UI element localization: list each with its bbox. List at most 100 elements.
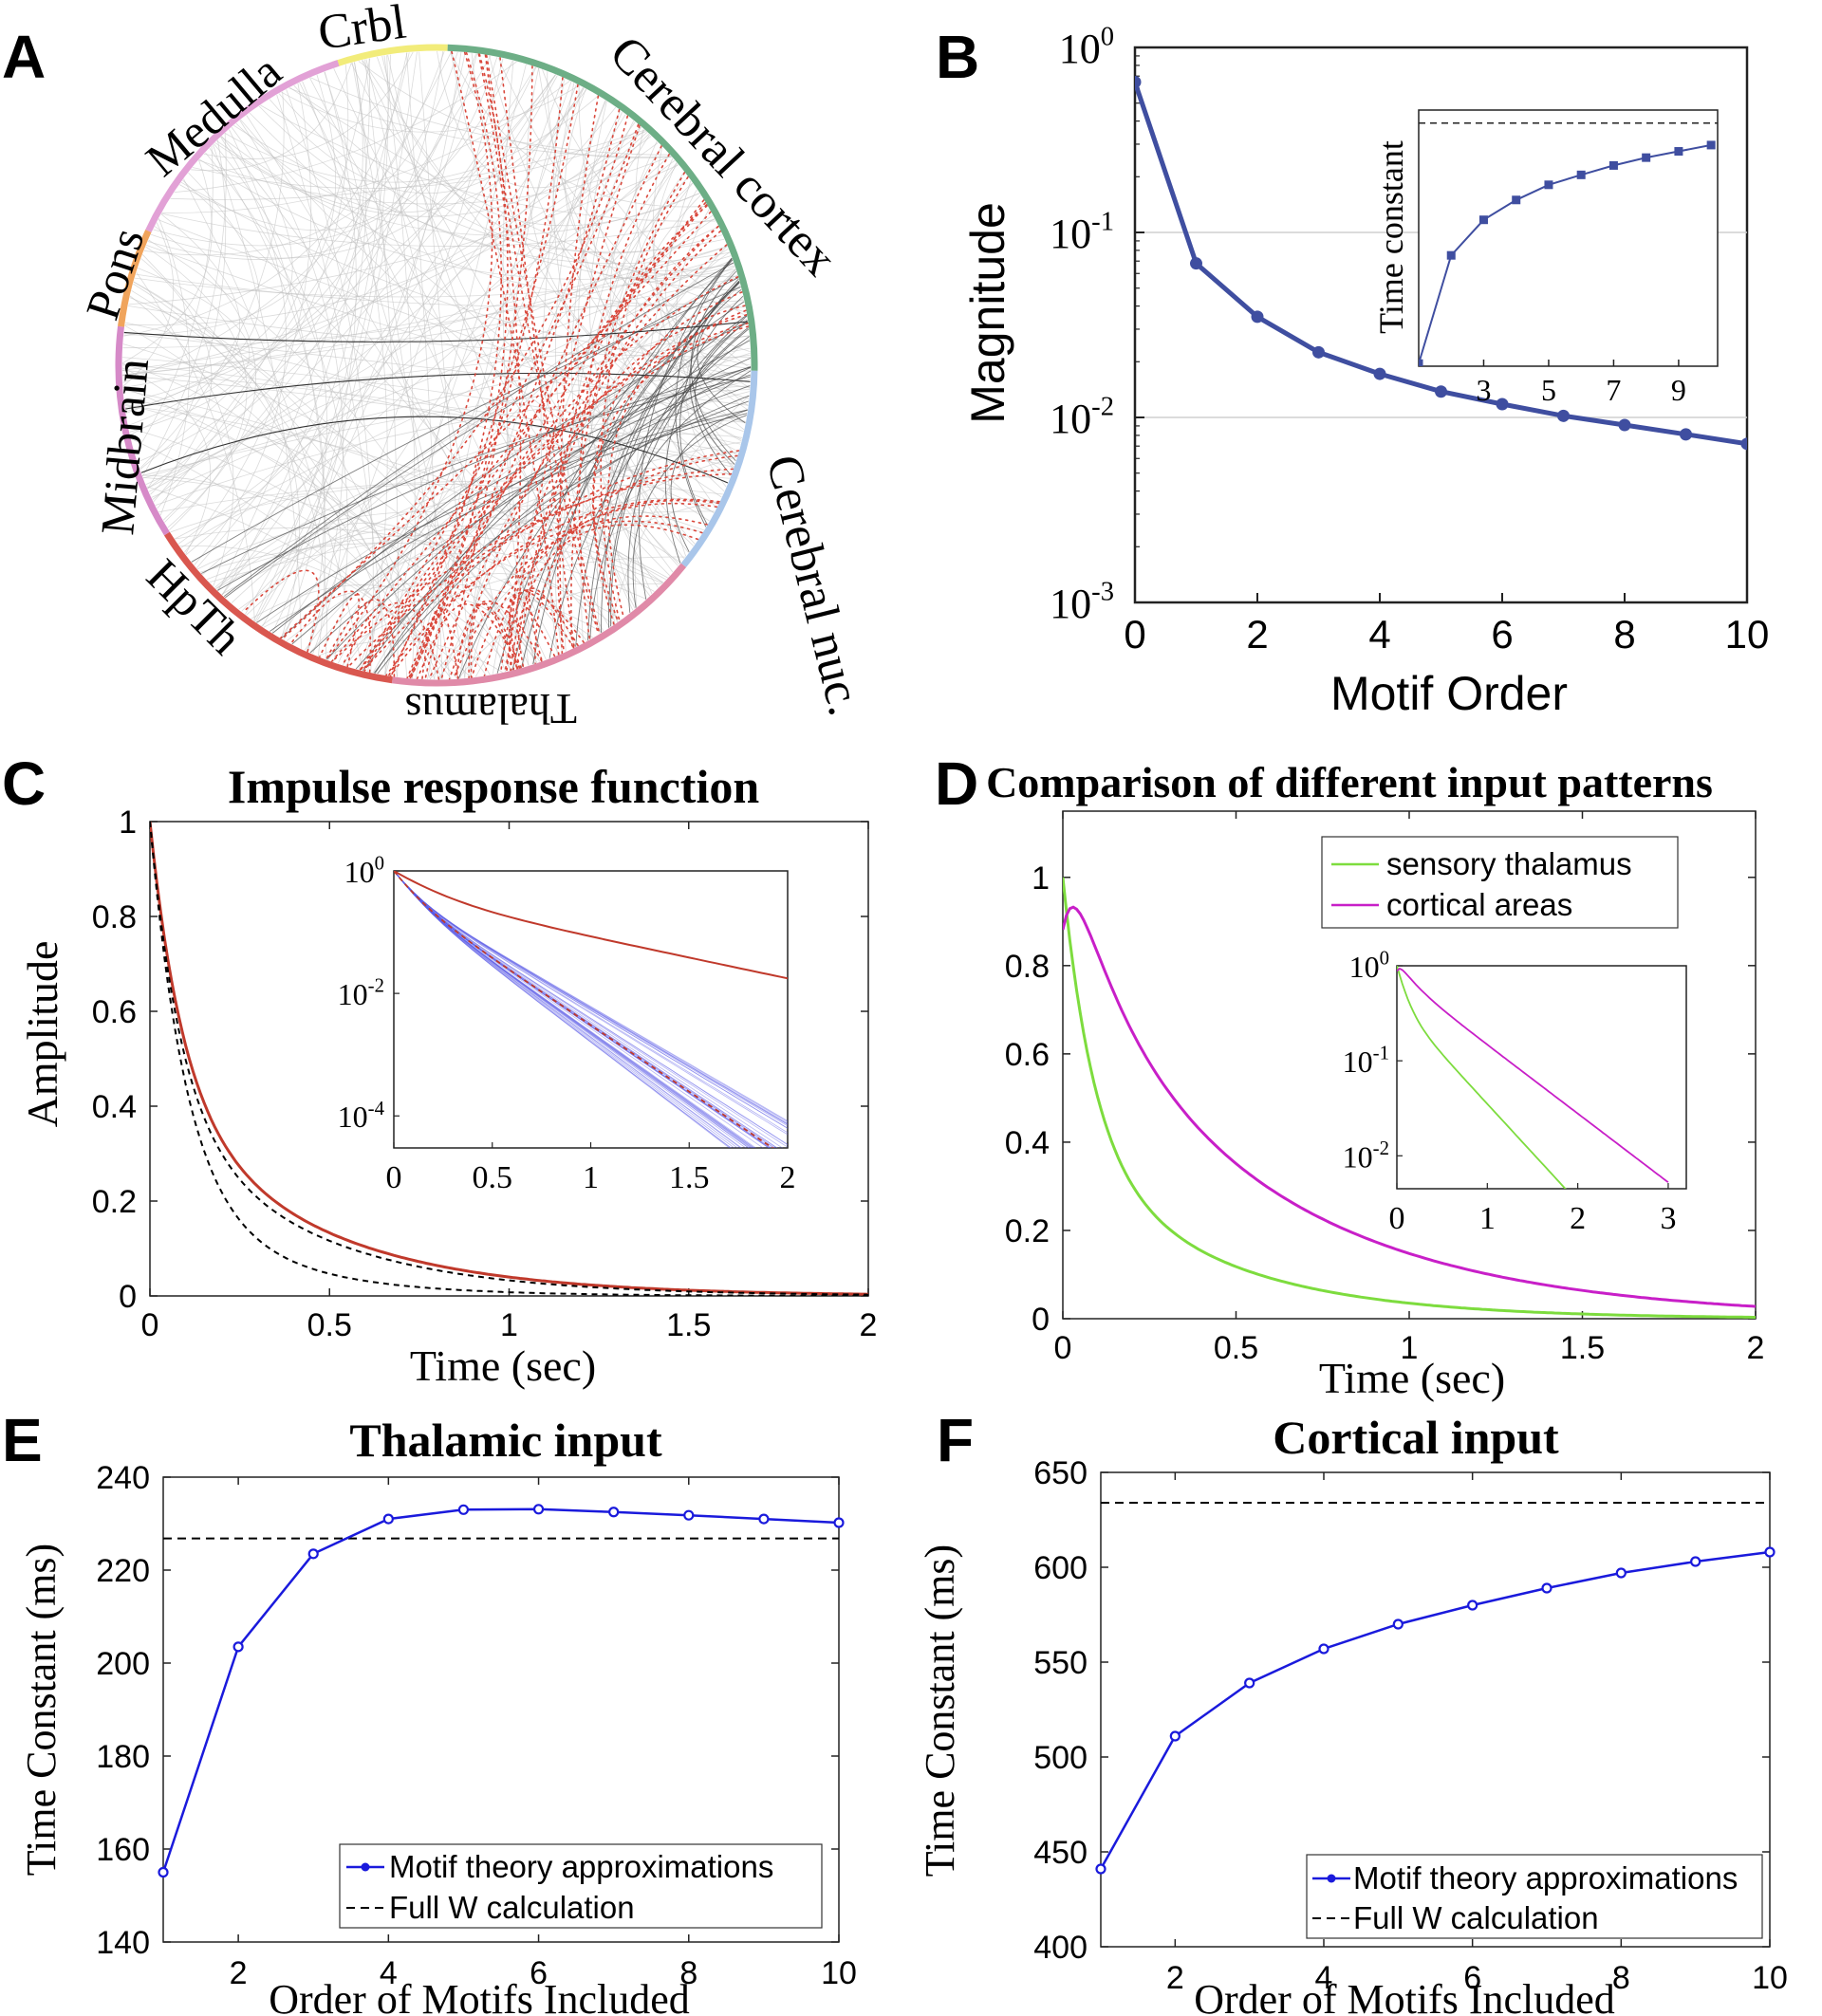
panel-c: C Impulse response function 0 0.5 1 1.5 2 0 0.… [2,749,877,1390]
highlighted-edge [331,472,733,662]
axis-ticks: 2 4 6 8 10 140 160 180 200 220 240 [96,1460,857,1991]
data-point [1190,257,1202,270]
inset-ticks: 0 0.5 1 1.5 2 100 10-2 10-4 [338,853,796,1195]
inset-x-tick-label: 0 [386,1160,402,1195]
background-edge [299,82,577,647]
background-edge [552,87,734,280]
background-edge [262,71,357,627]
background-edge [547,71,751,353]
background-edge [122,389,655,592]
y-axis-label: Amplitude [18,941,66,1128]
background-edge [129,295,234,586]
inset-bundle-line [394,871,788,1125]
y-tick-label: 500 [1033,1740,1088,1776]
series-sensory-thalamus [1063,877,1756,1319]
background-edge [162,74,556,521]
x-tick-label: 0 [1054,1330,1072,1366]
motif-point [1467,1600,1478,1611]
panel-f: F Cortical input 2 4 6 8 10 400 450 500 550 600 65… [917,1406,1788,2016]
data-point [1135,75,1142,88]
y-tick-label: 650 [1033,1455,1088,1491]
dark-edge [200,376,751,574]
highlighted-edge [485,54,601,635]
background-edge [306,58,504,652]
inset-data-point [1544,180,1553,190]
region-arc-medulla [145,60,340,232]
background-edge [121,369,738,454]
y-tick-label: 0.8 [1005,949,1050,985]
dark-edge [225,277,739,599]
inset-x-tick-label: 2 [1570,1201,1586,1236]
dark-edge [610,326,749,627]
dark-edge [695,322,749,465]
inset-bundle-line [394,871,731,1148]
background-edge [258,105,730,265]
inset-ticks: 0 1 2 3 100 10-1 10-2 [1343,948,1677,1236]
highlighted-edge [448,225,719,680]
x-tick-label: 2 [860,1307,878,1343]
inset-bundle-line [394,871,770,1148]
dark-edge [191,287,741,563]
y-tick-label: 180 [96,1739,150,1775]
background-edge [122,255,732,349]
y-axis-label: Time Constant (ms) [18,1544,65,1876]
inset-bundle-line [394,871,788,1129]
background-edge [146,486,472,678]
y-tick-label: 0 [119,1279,137,1315]
legend-marker-motif [1327,1874,1336,1883]
background-edge [251,584,512,671]
background-edge [130,74,556,435]
x-axis-label: Time (sec) [410,1341,596,1390]
legend-label-motif: Motif theory approximations [1353,1860,1738,1896]
motif-point [1392,1618,1404,1630]
inset-x-tick-label: 1.5 [669,1160,710,1195]
background-edge [124,403,491,675]
background-edge [124,132,648,326]
highlighted-edge [440,65,533,680]
dark-edge [532,257,733,665]
panel-b: B 10-3 10-2 10-1 100 0 2 4 6 8 10 Magnitude Motif… [936,23,1769,720]
region-arc-hpth [163,531,393,684]
background-edge [606,171,685,595]
dark-edge [627,328,750,613]
impulse-series [150,822,868,1296]
region-arc-thalamus [391,563,687,687]
highlighted-edge [363,309,747,672]
y-tick-label: 240 [96,1460,150,1496]
highlighted-edge [319,594,360,668]
highlighted-edge [363,450,740,672]
background-edge [122,126,293,388]
y-tick-label: 100 [1059,23,1114,72]
background-edge [129,297,408,678]
highlighted-edge [516,230,722,670]
inset-bundle-line [394,871,743,1148]
legend-label-cortical-areas: cortical areas [1386,887,1572,922]
inset-bundle-line [394,871,753,1148]
inset-bundle-line [394,871,788,1146]
x-tick-label: 4 [1315,1960,1333,1996]
dark-edge [457,314,748,679]
inset-bundle-line [394,871,784,1148]
panel-letter-e: E [2,1406,43,1474]
background-edge [192,131,647,189]
inset-data-point [1576,170,1586,179]
background-edge [158,219,744,432]
y-tick-label: 0.2 [1005,1213,1050,1249]
highlighted-edge [456,601,543,680]
background-edge [180,181,752,369]
inset-x-tick-label: 0.5 [473,1160,513,1195]
x-tick-label: 0.5 [307,1307,352,1343]
dark-edge [363,340,751,672]
background-edge [214,446,734,588]
motif-point [532,1504,545,1515]
region-label-pons: Pons [75,222,154,326]
background-edge [153,51,453,503]
background-edge [418,51,473,678]
background-edge [136,271,255,621]
inset-bundle-line [394,871,778,1148]
data-point [1740,437,1747,451]
inset-frame [393,870,789,1149]
inset-time-constant: 3 5 7 9 Time constant [1372,109,1719,407]
y-tick-label: 450 [1033,1835,1088,1871]
y-tick-label: 10-1 [1050,208,1114,257]
